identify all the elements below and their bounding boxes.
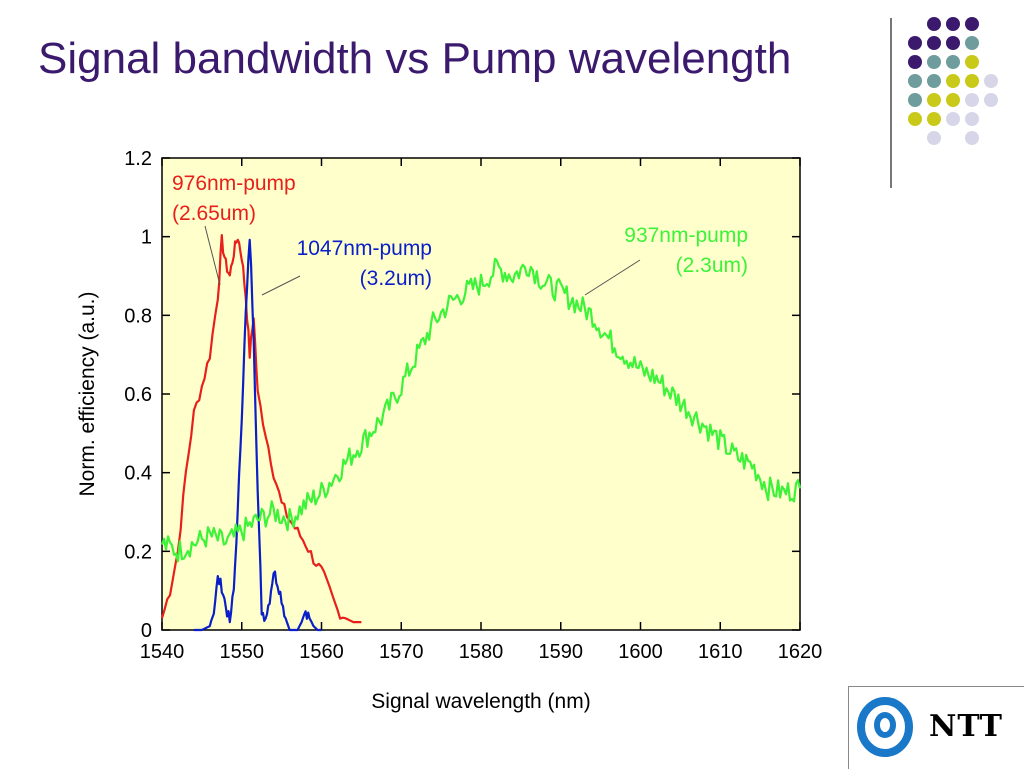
x-tick-label: 1590 <box>539 641 584 663</box>
decorative-dot <box>927 17 941 31</box>
decorative-dot <box>927 93 941 107</box>
decorative-dot <box>965 55 979 69</box>
x-axis-label: Signal wavelength (nm) <box>371 690 590 713</box>
slide-title: Signal bandwidth vs Pump wavelength <box>38 34 792 83</box>
x-tick-label: 1580 <box>459 641 504 663</box>
x-tick-label: 1550 <box>220 641 265 663</box>
y-tick-label: 0 <box>141 620 152 642</box>
decorative-dot <box>946 36 960 50</box>
y-tick-label: 0.4 <box>124 463 152 485</box>
decorative-dot <box>946 74 960 88</box>
x-tick-label: 1560 <box>299 641 344 663</box>
x-tick-label: 1600 <box>618 641 663 663</box>
series-annotation-2: (3.2um) <box>360 267 432 290</box>
annotation-leader-line <box>584 259 641 296</box>
decorative-dot <box>927 112 941 126</box>
decorative-dot <box>965 93 979 107</box>
logo-text: NTT <box>929 709 1004 744</box>
decorative-dot <box>908 74 922 88</box>
series-annotation-1: (2.65um) <box>172 202 256 225</box>
annotation-leader-line <box>261 275 301 296</box>
y-tick-label: 1.2 <box>124 148 152 170</box>
decorative-dot <box>965 36 979 50</box>
decorative-dot <box>984 93 998 107</box>
divider-line <box>890 18 892 188</box>
decorative-dot <box>908 93 922 107</box>
decorative-dot <box>927 131 941 145</box>
y-tick-label: 0.6 <box>124 384 152 406</box>
x-tick-label: 1620 <box>778 641 823 663</box>
decorative-dot <box>927 74 941 88</box>
ntt-logo-icon <box>857 697 913 757</box>
y-tick-label: 0.8 <box>124 305 152 327</box>
series-annotation-1: 976nm-pump <box>172 172 296 195</box>
plot-area <box>161 157 801 631</box>
decorative-dot <box>946 93 960 107</box>
decorative-dot <box>908 112 922 126</box>
decorative-dot <box>965 17 979 31</box>
y-axis-label: Norm. efficiency (a.u.) <box>76 291 99 496</box>
decorative-dot <box>908 55 922 69</box>
y-tick-label: 0.2 <box>124 541 152 563</box>
decorative-dot <box>946 17 960 31</box>
decorative-dot <box>946 112 960 126</box>
series-line-1 <box>160 234 362 624</box>
decorative-dot <box>965 131 979 145</box>
decorative-dot <box>908 36 922 50</box>
decorative-dot <box>984 74 998 88</box>
series-annotation-2: 1047nm-pump <box>297 237 432 260</box>
series-line-2 <box>193 238 322 632</box>
x-tick-label: 1570 <box>379 641 424 663</box>
decorative-dot <box>927 36 941 50</box>
decorative-dot <box>965 74 979 88</box>
series-annotation-3: 937nm-pump <box>624 224 748 247</box>
annotation-leader-line <box>204 225 221 286</box>
series-line-3 <box>160 257 802 563</box>
x-tick-label: 1610 <box>698 641 743 663</box>
decorative-dot <box>927 55 941 69</box>
decorative-dot <box>965 112 979 126</box>
series-annotation-3: (2.3um) <box>676 254 748 277</box>
y-tick-label: 1 <box>141 227 152 249</box>
ntt-logo: NTT <box>848 686 1024 769</box>
decorative-dot-grid <box>900 10 1010 170</box>
x-tick-label: 1540 <box>140 641 185 663</box>
decorative-dot <box>946 55 960 69</box>
